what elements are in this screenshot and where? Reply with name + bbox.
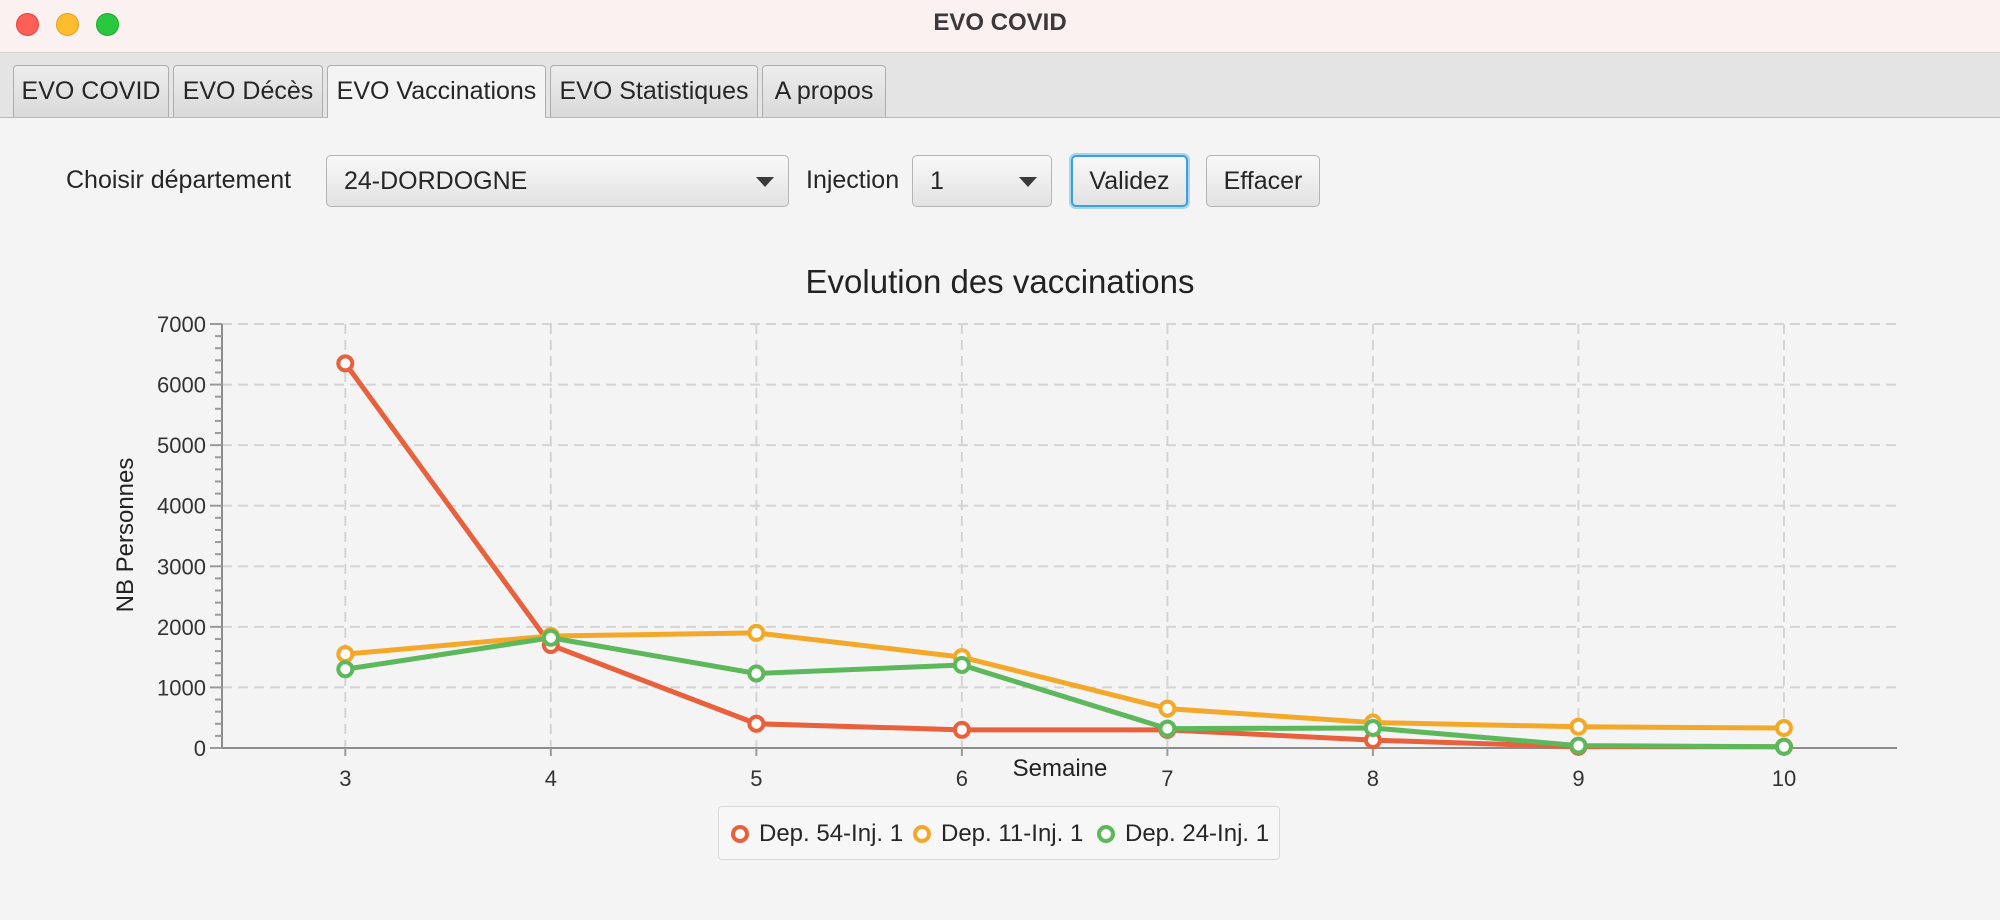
- y-tick-label: 3000: [157, 554, 206, 579]
- data-point-series-1: [952, 720, 971, 739]
- x-axis-label: Semaine: [1013, 755, 1108, 782]
- tab-evo-covid[interactable]: EVO COVID: [13, 65, 169, 117]
- close-window-button[interactable]: [16, 13, 39, 36]
- chart-legend: Dep. 54-Inj. 1 Dep. 11-Inj. 1 Dep. 24-Inj.…: [718, 806, 1280, 860]
- x-tick-label: 3: [339, 766, 351, 791]
- legend-swatch-icon: [731, 825, 749, 843]
- data-point-series-2: [1569, 717, 1588, 736]
- departement-select[interactable]: 24-DORDOGNE: [326, 155, 789, 207]
- injection-select[interactable]: 1: [912, 155, 1052, 207]
- data-point-series-3: [1363, 719, 1382, 738]
- tab-evo-deces[interactable]: EVO Décès: [173, 65, 323, 117]
- departement-select-value: 24-DORDOGNE: [344, 167, 528, 195]
- x-tick-label: 9: [1572, 766, 1584, 791]
- y-tick-label: 1000: [157, 675, 206, 700]
- x-tick-label: 7: [1161, 766, 1173, 791]
- injection-select-value: 1: [930, 167, 944, 195]
- tab-evo-statistiques[interactable]: EVO Statistiques: [550, 65, 758, 117]
- data-point-series-2: [747, 623, 766, 642]
- data-point-series-1: [336, 354, 355, 373]
- tab-a-propos[interactable]: A propos: [762, 65, 886, 117]
- maximize-window-button[interactable]: [96, 13, 119, 36]
- series-line-3: [344, 635, 1784, 750]
- vaccination-chart: 0 1000 2000 3000 4000 5000 6000 7000 3 4 5 6 7 8 9 10 Ev…: [112, 263, 1897, 791]
- departement-label: Choisir département: [66, 166, 292, 194]
- legend-swatch-icon: [913, 825, 931, 843]
- data-point-series-3: [747, 664, 766, 683]
- data-point-series-3: [336, 660, 355, 679]
- x-tick-label: 10: [1772, 766, 1796, 791]
- y-tick-label: 0: [194, 736, 206, 761]
- y-tick-label: 4000: [157, 494, 206, 519]
- x-tick-label: 5: [750, 766, 762, 791]
- legend-swatch-icon: [1097, 825, 1115, 843]
- data-point-series-3: [1158, 719, 1177, 738]
- x-tick-label: 6: [956, 766, 968, 791]
- validate-button[interactable]: Validez: [1071, 155, 1188, 207]
- legend-label: Dep. 11-Inj. 1: [941, 820, 1084, 847]
- series-line-2: [345, 630, 1784, 731]
- clear-button[interactable]: Effacer: [1206, 155, 1320, 207]
- data-point-series-2: [1774, 719, 1793, 738]
- tab-bar: EVO COVID EVO Décès EVO Vaccinations EVO…: [0, 53, 2000, 118]
- chart-title: Evolution des vaccinations: [806, 263, 1195, 300]
- data-point-series-3: [541, 628, 560, 647]
- x-tick-label: 4: [545, 766, 557, 791]
- y-tick-label: 5000: [157, 433, 206, 458]
- chevron-down-icon: [1019, 177, 1037, 187]
- y-tick-label: 6000: [157, 373, 206, 398]
- window-title: EVO COVID: [933, 9, 1067, 36]
- title-bar: EVO COVID: [0, 0, 2000, 53]
- x-tick-label: 8: [1367, 766, 1379, 791]
- data-point-series-2: [1158, 699, 1177, 718]
- y-axis-label: NB Personnes: [112, 458, 139, 613]
- data-point-series-3: [1774, 737, 1793, 756]
- minimize-window-button[interactable]: [56, 13, 79, 36]
- data-point-series-3: [952, 656, 971, 675]
- tab-evo-vaccinations[interactable]: EVO Vaccinations: [327, 65, 546, 118]
- y-tick-label: 2000: [157, 615, 206, 640]
- legend-label: Dep. 24-Inj. 1: [1125, 820, 1270, 847]
- y-tick-label: 7000: [157, 312, 206, 337]
- legend-label: Dep. 54-Inj. 1: [759, 820, 904, 847]
- data-point-series-2: [336, 645, 355, 664]
- chevron-down-icon: [756, 177, 774, 187]
- injection-label: Injection: [806, 166, 900, 194]
- data-point-series-1: [747, 714, 766, 733]
- data-point-series-3: [1569, 736, 1588, 755]
- series-line-1: [343, 361, 1784, 750]
